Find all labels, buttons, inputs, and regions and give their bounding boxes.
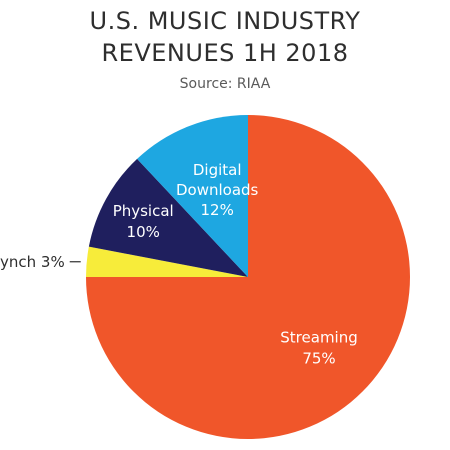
slice-label: Synch 3% [0, 253, 65, 271]
slice-label: Physical 10% [113, 202, 174, 241]
pie-slice-digital [137, 115, 248, 277]
slice-label: Streaming 75% [280, 329, 357, 368]
chart-subtitle: Source: RIAA [179, 76, 271, 92]
slice-label: Digital Downloads 12% [176, 161, 259, 219]
chart-title-line-1: U.S. MUSIC INDUSTRY [89, 7, 361, 35]
pie-slice-physical [88, 158, 248, 277]
pie-slice-synch-3- [86, 246, 248, 277]
chart-title-line-2: REVENUES 1H 2018 [101, 39, 349, 67]
